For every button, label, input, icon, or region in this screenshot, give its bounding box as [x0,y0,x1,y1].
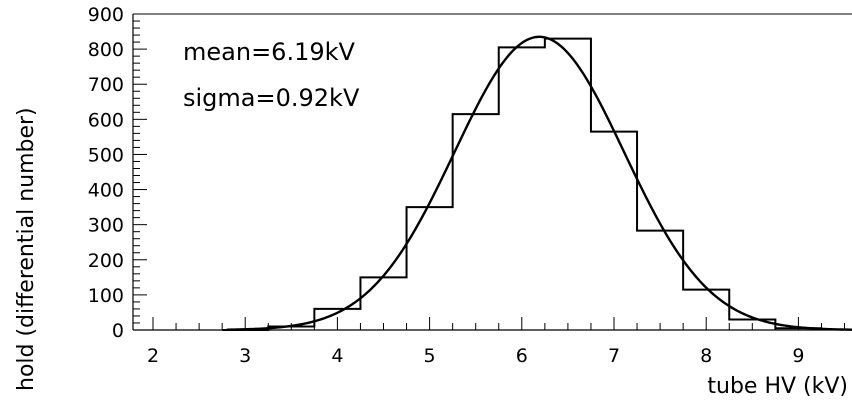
y-tick-label: 200 [88,250,124,272]
gaussian-fit-curve [226,35,852,331]
y-tick-labels: 0 100 200 300 400 500 600 700 800 900 [88,4,124,342]
x-tick-label: 8 [700,345,712,367]
x-tick-label: 4 [331,345,343,367]
histogram-bins [268,39,821,330]
x-tick-label: 5 [424,345,436,367]
y-tick-label: 100 [88,285,124,307]
x-tick-label: 7 [608,345,620,367]
x-tick-label: 2 [147,345,159,367]
histogram-bin [591,132,637,330]
axis-ticks [133,13,845,331]
histogram-steps [222,37,823,331]
x-tick-label: 9 [792,345,804,367]
x-axis-title: tube HV (kV) [707,374,848,399]
y-tick-label: 800 [88,39,124,61]
histogram-bin [499,47,545,330]
y-tick-label: 500 [88,144,124,166]
y-tick-label: 400 [88,180,124,202]
y-tick-label: 900 [88,4,124,26]
x-tick-label: 3 [239,345,251,367]
histogram-bin [545,39,591,330]
histogram-bin [453,114,499,330]
y-axis-title: hold (differential number) [14,107,39,391]
annotation-mean: mean=6.19kV [183,38,356,66]
y-tick-label: 600 [88,109,124,131]
y-tick-label: 0 [112,320,124,342]
annotation-sigma: sigma=0.92kV [183,84,360,112]
x-tick-label: 6 [516,345,528,367]
histogram-bin [637,231,683,330]
histogram-bin [360,277,406,330]
y-tick-label: 700 [88,74,124,96]
histogram-bin [407,207,453,330]
x-tick-labels: 2 3 4 5 6 7 8 9 [147,345,804,367]
y-tick-label: 300 [88,215,124,237]
